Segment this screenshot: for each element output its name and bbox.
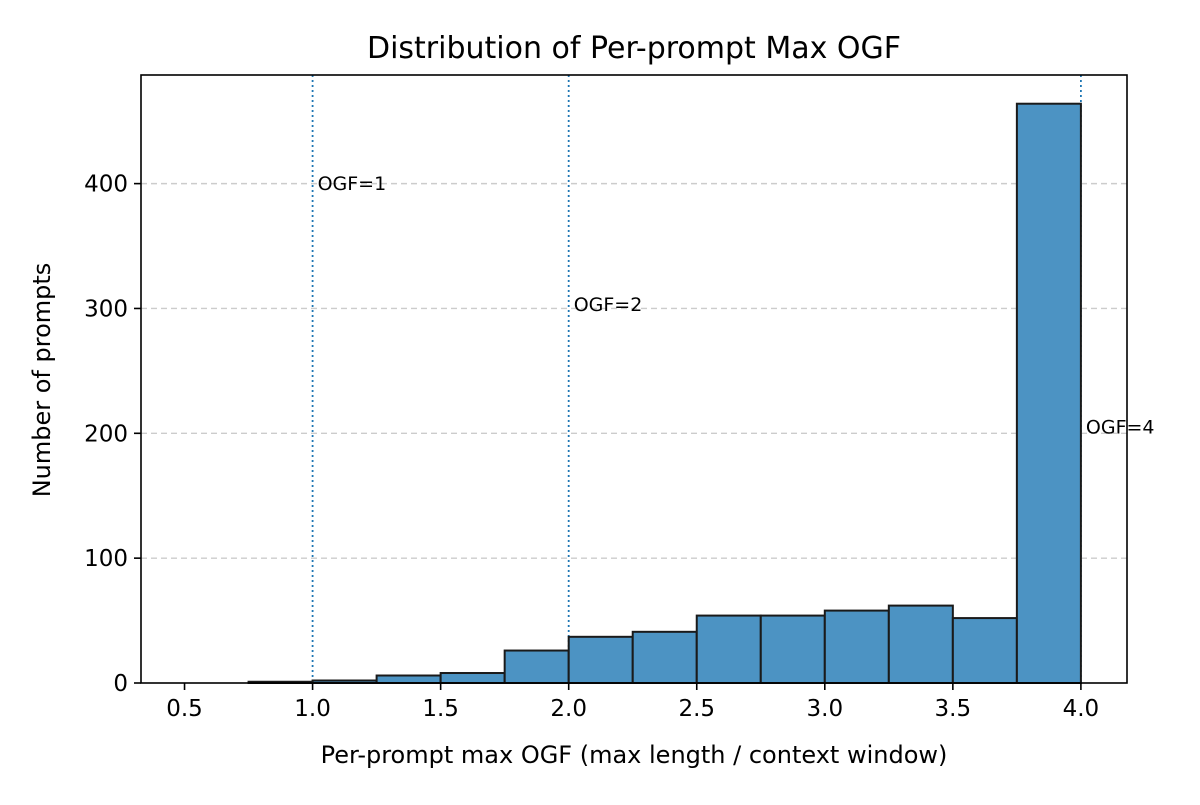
histogram-bar (505, 651, 569, 683)
x-tick-label: 3.5 (935, 696, 972, 722)
y-tick-label: 300 (84, 296, 128, 322)
x-tick-label: 3.0 (807, 696, 844, 722)
x-axis-label: Per-prompt max OGF (max length / context… (321, 741, 948, 769)
x-tick-label: 1.5 (422, 696, 459, 722)
y-tick-label: 0 (113, 671, 128, 697)
y-tick-label: 200 (84, 421, 128, 447)
y-axis-ticks: 0 100 200 300 400 (84, 172, 141, 697)
x-tick-label: 1.0 (294, 696, 331, 722)
reference-line-label: OGF=2 (574, 294, 643, 316)
reference-lines (313, 75, 1081, 683)
histogram-bar (697, 616, 761, 683)
x-tick-label: 4.0 (1063, 696, 1100, 722)
x-tick-label: 2.0 (550, 696, 587, 722)
y-tick-label: 400 (84, 172, 128, 198)
histogram-bar (1017, 104, 1081, 683)
y-tick-label: 100 (84, 546, 128, 572)
histogram-bar (825, 611, 889, 683)
histogram-bar (569, 637, 633, 683)
histogram-bar (377, 676, 441, 683)
x-tick-label: 2.5 (678, 696, 715, 722)
histogram-bar (633, 632, 697, 683)
reference-line-label: OGF=4 (1086, 416, 1155, 438)
plot-frame (141, 75, 1127, 683)
chart-title: Distribution of Per-prompt Max OGF (367, 31, 901, 66)
x-tick-label: 0.5 (166, 696, 203, 722)
histogram-bar (889, 606, 953, 683)
histogram-bar (441, 673, 505, 683)
y-axis-label: Number of prompts (28, 263, 56, 498)
reference-line-label: OGF=1 (318, 173, 387, 195)
histogram-bar (953, 618, 1017, 683)
histogram-bar (761, 616, 825, 683)
x-axis-ticks: 0.5 1.0 1.5 2.0 2.5 3.0 3.5 4.0 (166, 683, 1099, 722)
grid-lines (141, 184, 1127, 559)
